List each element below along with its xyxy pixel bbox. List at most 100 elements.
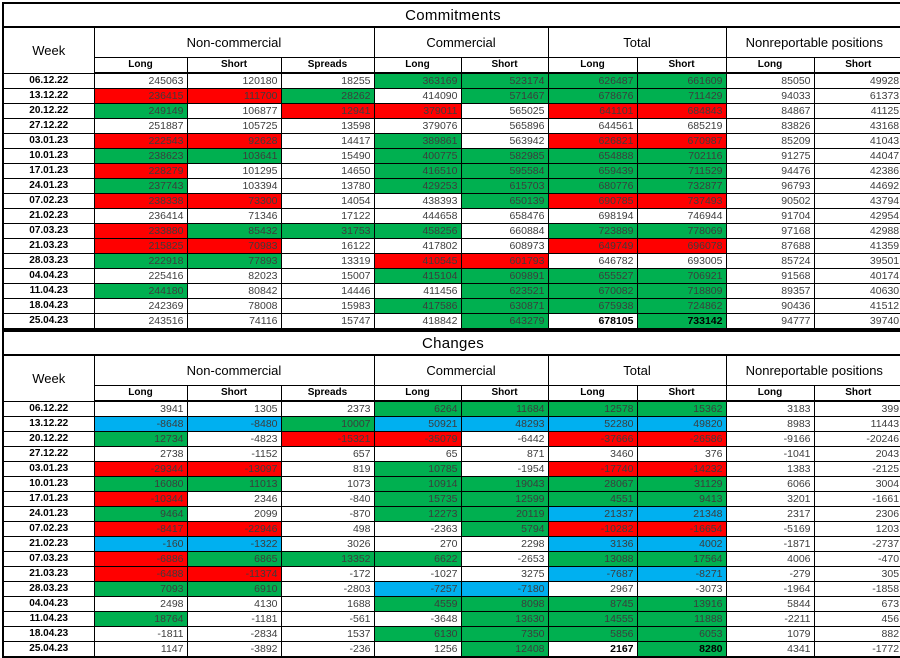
value-cell[interactable]: 3460: [547, 446, 638, 462]
value-cell[interactable]: 8983: [725, 416, 815, 432]
value-cell[interactable]: 498: [280, 521, 375, 537]
value-cell[interactable]: 14054: [280, 193, 375, 209]
value-cell[interactable]: 14446: [280, 283, 375, 299]
value-cell[interactable]: 685219: [636, 118, 727, 134]
value-cell[interactable]: 693005: [636, 253, 727, 269]
value-cell[interactable]: 92628: [186, 133, 282, 149]
value-cell[interactable]: 778069: [636, 223, 727, 239]
value-cell[interactable]: 1383: [725, 461, 815, 477]
value-cell[interactable]: 615703: [460, 178, 549, 194]
value-cell[interactable]: 9464: [93, 506, 188, 522]
value-cell[interactable]: -16654: [636, 521, 727, 537]
value-cell[interactable]: 73300: [186, 193, 282, 209]
value-cell[interactable]: 8098: [460, 596, 549, 612]
week-cell[interactable]: 07.03.23: [2, 551, 95, 567]
value-cell[interactable]: 97168: [725, 223, 815, 239]
value-cell[interactable]: 414090: [373, 88, 462, 104]
week-cell[interactable]: 04.04.23: [2, 268, 95, 284]
value-cell[interactable]: 21337: [547, 506, 638, 522]
value-cell[interactable]: -17740: [547, 461, 638, 477]
value-cell[interactable]: 96793: [725, 178, 815, 194]
week-cell[interactable]: 10.01.23: [2, 476, 95, 492]
value-cell[interactable]: 670082: [547, 283, 638, 299]
value-cell[interactable]: 3183: [725, 400, 815, 417]
value-cell[interactable]: 10914: [373, 476, 462, 492]
value-cell[interactable]: -840: [280, 491, 375, 507]
value-cell[interactable]: -26586: [636, 431, 727, 447]
week-cell[interactable]: 10.01.23: [2, 148, 95, 164]
value-cell[interactable]: 28067: [547, 476, 638, 492]
value-cell[interactable]: 78008: [186, 298, 282, 314]
value-cell[interactable]: 85209: [725, 133, 815, 149]
value-cell[interactable]: 41359: [813, 238, 900, 254]
value-cell[interactable]: 595584: [460, 163, 549, 179]
value-cell[interactable]: 80842: [186, 283, 282, 299]
week-cell[interactable]: 04.04.23: [2, 596, 95, 612]
value-cell[interactable]: 103394: [186, 178, 282, 194]
value-cell[interactable]: 3201: [725, 491, 815, 507]
value-cell[interactable]: 238338: [93, 193, 188, 209]
value-cell[interactable]: -870: [280, 506, 375, 522]
value-cell[interactable]: 690785: [547, 193, 638, 209]
value-cell[interactable]: -1027: [373, 566, 462, 582]
value-cell[interactable]: 12273: [373, 506, 462, 522]
value-cell[interactable]: 1537: [280, 626, 375, 642]
value-cell[interactable]: 90502: [725, 193, 815, 209]
value-cell[interactable]: 3026: [280, 536, 375, 552]
value-cell[interactable]: 249149: [93, 103, 188, 119]
value-cell[interactable]: 680776: [547, 178, 638, 194]
value-cell[interactable]: -3073: [636, 581, 727, 597]
week-cell[interactable]: 24.01.23: [2, 178, 95, 194]
value-cell[interactable]: -8648: [93, 416, 188, 432]
value-cell[interactable]: 2043: [813, 446, 900, 462]
value-cell[interactable]: 94033: [725, 88, 815, 104]
value-cell[interactable]: 1305: [186, 400, 282, 417]
value-cell[interactable]: 70983: [186, 238, 282, 254]
value-cell[interactable]: 43794: [813, 193, 900, 209]
value-cell[interactable]: -1811: [93, 626, 188, 642]
value-cell[interactable]: 120180: [186, 72, 282, 89]
week-cell[interactable]: 21.02.23: [2, 536, 95, 552]
value-cell[interactable]: 6865: [186, 551, 282, 567]
value-cell[interactable]: 49820: [636, 416, 727, 432]
value-cell[interactable]: 2373: [280, 400, 375, 417]
value-cell[interactable]: 222918: [93, 253, 188, 269]
value-cell[interactable]: 251887: [93, 118, 188, 134]
value-cell[interactable]: 659439: [547, 163, 638, 179]
value-cell[interactable]: 415104: [373, 268, 462, 284]
value-cell[interactable]: 650139: [460, 193, 549, 209]
week-cell[interactable]: 07.03.23: [2, 223, 95, 239]
value-cell[interactable]: 678676: [547, 88, 638, 104]
value-cell[interactable]: 11684: [460, 400, 549, 417]
week-cell[interactable]: 11.04.23: [2, 611, 95, 627]
value-cell[interactable]: -1954: [460, 461, 549, 477]
value-cell[interactable]: 654888: [547, 148, 638, 164]
week-cell[interactable]: 28.03.23: [2, 581, 95, 597]
value-cell[interactable]: 400775: [373, 148, 462, 164]
value-cell[interactable]: 10007: [280, 416, 375, 432]
value-cell[interactable]: -2653: [460, 551, 549, 567]
value-cell[interactable]: 31753: [280, 223, 375, 239]
value-cell[interactable]: 13352: [280, 551, 375, 567]
value-cell[interactable]: -11374: [186, 566, 282, 582]
value-cell[interactable]: 2967: [547, 581, 638, 597]
value-cell[interactable]: 376: [636, 446, 727, 462]
week-cell[interactable]: 06.12.22: [2, 72, 95, 89]
value-cell[interactable]: 732877: [636, 178, 727, 194]
value-cell[interactable]: -1322: [186, 536, 282, 552]
value-cell[interactable]: 660884: [460, 223, 549, 239]
value-cell[interactable]: 711429: [636, 88, 727, 104]
value-cell[interactable]: 6066: [725, 476, 815, 492]
value-cell[interactable]: 658476: [460, 208, 549, 224]
value-cell[interactable]: 85432: [186, 223, 282, 239]
value-cell[interactable]: 429253: [373, 178, 462, 194]
value-cell[interactable]: 31129: [636, 476, 727, 492]
value-cell[interactable]: 641101: [547, 103, 638, 119]
value-cell[interactable]: -22946: [186, 521, 282, 537]
value-cell[interactable]: 6053: [636, 626, 727, 642]
value-cell[interactable]: -5169: [725, 521, 815, 537]
value-cell[interactable]: 13319: [280, 253, 375, 269]
value-cell[interactable]: 1147: [93, 641, 188, 658]
value-cell[interactable]: 565896: [460, 118, 549, 134]
week-cell[interactable]: 28.03.23: [2, 253, 95, 269]
